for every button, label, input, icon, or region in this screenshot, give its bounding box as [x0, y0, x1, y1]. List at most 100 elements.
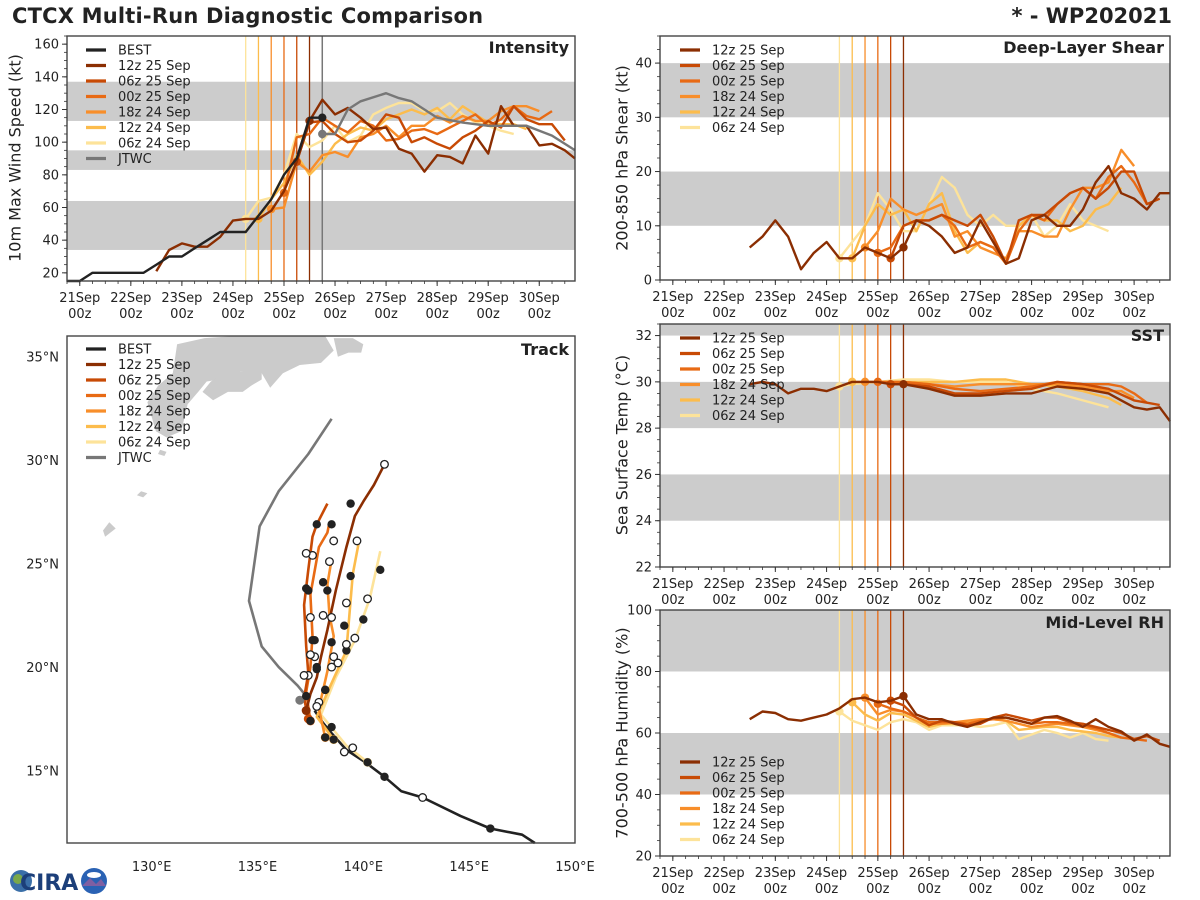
shaded-band — [660, 324, 1170, 336]
panel-title: SST — [1131, 326, 1164, 345]
x-tick-label: 00z — [661, 593, 685, 608]
legend-entry: 00z 25 Sep — [712, 75, 785, 90]
legend-entry: 06z 24 Sep — [712, 409, 785, 424]
x-tick-label: 00z — [1071, 306, 1095, 321]
x-tick-label: 29Sep — [1062, 866, 1103, 881]
track-point-filled — [306, 716, 315, 726]
x-tick-label: 25Sep — [857, 866, 898, 881]
legend-entry: 12z 25 Sep — [118, 59, 191, 74]
y-tick-label: 60 — [635, 727, 652, 742]
y-tick-label: 24 — [635, 514, 652, 529]
track-point-open — [418, 793, 428, 802]
x-tick-label: 28Sep — [417, 291, 458, 306]
x-tick-label: 00z — [764, 882, 788, 897]
legend-entry: JTWC — [117, 152, 152, 167]
track-line-06z-25-sep — [302, 503, 329, 720]
legend-entry: 06z 24 Sep — [118, 436, 191, 451]
x-tick-label: 00z — [1020, 593, 1044, 608]
x-tick-label: 00z — [815, 306, 839, 321]
track-point-open — [339, 747, 349, 757]
track-point-filled — [321, 685, 330, 695]
y-tick-label: 80 — [42, 168, 59, 183]
y-tick-label: 32 — [635, 329, 652, 344]
x-tick-label: 00z — [917, 593, 941, 608]
series-line-12z-25-sep — [748, 164, 1170, 271]
x-tick-label: 00z — [917, 882, 941, 897]
y-tick-label: 140 — [34, 70, 59, 85]
track-point-open — [341, 639, 351, 649]
x-tick-label: 23Sep — [161, 291, 202, 306]
legend-entry: 18z 24 Sep — [118, 106, 191, 121]
series-line-12z-25-sep — [155, 98, 576, 272]
track-point-filled — [340, 621, 349, 630]
x-tick-label: 00z — [1071, 882, 1095, 897]
shaded-band — [660, 63, 1170, 118]
page-title: CTCX Multi-Run Diagnostic Comparison — [12, 4, 484, 28]
legend-entry: 06z 25 Sep — [712, 59, 785, 74]
x-tick-label: 23Sep — [755, 577, 796, 592]
x-tick-label: 00z — [221, 307, 245, 322]
x-tick-label: 26Sep — [909, 290, 950, 305]
panel-title: Intensity — [489, 38, 570, 57]
y-tick-label: 60 — [42, 201, 59, 216]
chart-intensity: 2040608010012014016021Sep00z22Sep00z23Se… — [6, 35, 576, 322]
track-point-open — [327, 662, 337, 672]
series-line-06z-25-sep — [890, 380, 1160, 407]
x-tick-label: 00z — [374, 307, 398, 322]
legend-entry: 00z 25 Sep — [118, 389, 191, 404]
track-point-open — [325, 557, 334, 567]
legend-entry: JTWC — [117, 451, 152, 466]
lon-tick-label: 135°E — [238, 860, 278, 875]
x-tick-label: 29Sep — [1062, 577, 1103, 592]
x-tick-label: 00z — [119, 307, 143, 322]
y-tick-label: 40 — [42, 234, 59, 249]
plot-frame — [659, 323, 1171, 568]
track-point-open — [341, 598, 351, 608]
track-point-open — [329, 652, 339, 662]
init-marker — [899, 691, 908, 701]
y-axis-label: 700-500 hPa Humidity (%) — [613, 627, 632, 838]
legend-entry: 12z 24 Sep — [712, 106, 785, 121]
x-tick-label: 00z — [425, 307, 449, 322]
lat-tick-label: 30°N — [26, 454, 59, 469]
x-tick-label: 00z — [1122, 306, 1146, 321]
legend-entry: 12z 25 Sep — [712, 756, 785, 771]
shaded-band — [660, 171, 1170, 226]
x-tick-label: 22Sep — [704, 290, 745, 305]
legend-entry: 12z 24 Sep — [118, 420, 191, 435]
series-line-06z-24-sep — [838, 710, 1109, 742]
y-tick-label: 28 — [635, 422, 652, 437]
x-tick-label: 00z — [1071, 593, 1095, 608]
legend-entry: 18z 24 Sep — [118, 405, 191, 420]
lon-tick-label: 130°E — [132, 860, 172, 875]
track-point-open — [305, 650, 315, 660]
series-line-06z-25-sep — [295, 104, 566, 163]
track-point-filled — [363, 758, 372, 767]
series-line-jtwc — [322, 91, 576, 152]
x-tick-label: 00z — [815, 882, 839, 897]
y-tick-label: 30 — [635, 375, 652, 390]
x-tick-label: 00z — [866, 593, 890, 608]
land-mass — [147, 336, 334, 438]
shaded-band — [660, 733, 1170, 795]
lat-tick-label: 25°N — [26, 558, 59, 573]
x-tick-label: 00z — [712, 306, 736, 321]
track-point-open — [363, 594, 373, 604]
track-point-filled — [486, 824, 495, 833]
y-tick-label: 30 — [635, 111, 652, 126]
x-tick-label: 22Sep — [110, 291, 151, 306]
track-point-open — [380, 459, 389, 469]
x-tick-label: 00z — [1122, 593, 1146, 608]
x-tick-label: 26Sep — [909, 577, 950, 592]
legend-entry: BEST — [118, 343, 151, 358]
series-line-12z-25-sep — [749, 380, 1171, 422]
x-tick-label: 00z — [917, 306, 941, 321]
x-tick-label: 00z — [68, 307, 92, 322]
legend-entry: 12z 24 Sep — [712, 394, 785, 409]
legend-entry: 12z 25 Sep — [712, 44, 785, 59]
chart-rh: 2040608010021Sep00z22Sep00z23Sep00z24Sep… — [613, 604, 1171, 897]
series-line-00z-25-sep — [282, 104, 553, 194]
series-line-06z-25-sep — [890, 699, 1161, 742]
